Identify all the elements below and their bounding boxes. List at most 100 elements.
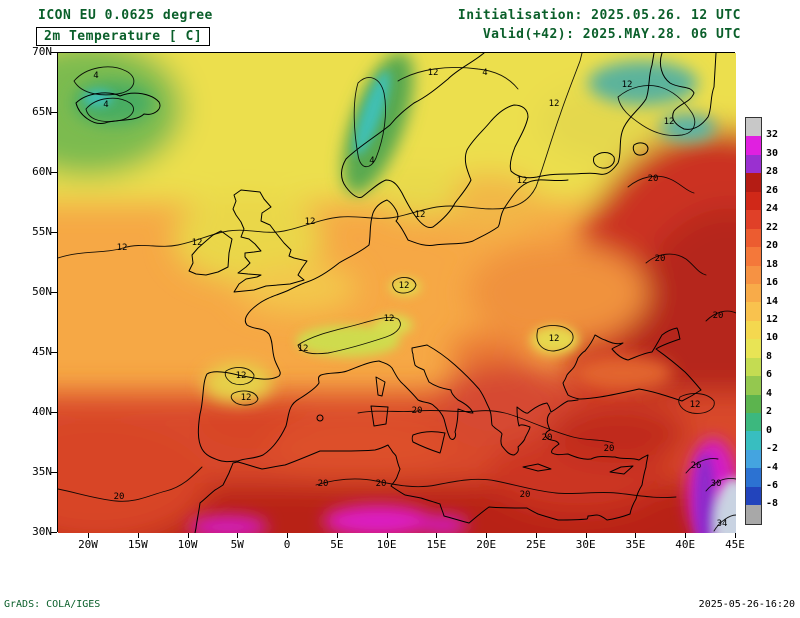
lat-label: 70N [32, 45, 52, 58]
contour-label: 20 [541, 433, 553, 443]
contour-label: 34 [716, 519, 728, 529]
contour-label: 20 [603, 444, 615, 454]
lon-tick [137, 533, 139, 538]
contour-label: 20 [317, 479, 329, 489]
lon-label: 5W [230, 538, 244, 551]
contour-label: 12 [297, 344, 309, 354]
colorbar-segment [746, 505, 761, 524]
temperature-map [58, 53, 736, 533]
lon-tick [685, 533, 687, 538]
lat-label: 65N [32, 105, 52, 118]
lat-label: 35N [32, 465, 52, 478]
colorbar-segment [746, 339, 761, 358]
contour-label: 12 [398, 281, 410, 291]
colorbar [745, 117, 762, 525]
lon-label: 45E [725, 538, 745, 551]
coast-scandinavia [341, 53, 655, 228]
lon-label: 20E [476, 538, 497, 551]
contour-label: 4 [103, 100, 109, 110]
lon-label: 10W [177, 538, 198, 551]
contour-label: 20 [375, 479, 387, 489]
colorbar-segment [746, 431, 761, 450]
colorbar-segment [746, 210, 761, 229]
contour-label: 20 [113, 492, 125, 502]
coastlines [75, 53, 717, 533]
colorbar-label: 12 [766, 313, 779, 325]
contour-label: 12 [548, 334, 560, 344]
lon-label: 15W [127, 538, 148, 551]
colorbar-segment [746, 173, 761, 192]
lat-tick [51, 172, 57, 173]
colorbar-label: 2 [766, 406, 773, 418]
contour-label: 12 [116, 243, 128, 253]
lon-label: 30E [575, 538, 596, 551]
coast-iceland [75, 92, 161, 124]
lon-label: 35E [625, 538, 646, 551]
lat-tick [51, 112, 57, 113]
colorbar-segment [746, 191, 761, 211]
creation-timestamp: 2025-05-26-16:20 [698, 599, 795, 610]
colorbar-segment [746, 154, 761, 174]
colorbar-label: 4 [766, 387, 773, 399]
contour-label: 4 [369, 156, 375, 166]
coast-white-sea [659, 53, 717, 130]
colorbar-segment [746, 357, 761, 377]
contour-label: 4 [482, 68, 488, 78]
contour-label: 12 [304, 217, 316, 227]
contour-label: 20 [411, 406, 423, 416]
colorbar-label: 16 [766, 277, 779, 289]
lat-tick [51, 52, 57, 53]
contour-label: 12 [383, 314, 395, 324]
colorbar-segment [746, 376, 761, 395]
contour-label: 12 [235, 371, 247, 381]
colorbar-segment [746, 228, 761, 248]
colorbar-label: -4 [766, 461, 779, 473]
contour-label: 12 [548, 99, 560, 109]
contour-label: 12 [689, 400, 701, 410]
colorbar-segment [746, 283, 761, 303]
lon-tick [486, 533, 488, 538]
lat-tick [51, 292, 57, 293]
contour-label: 12 [427, 68, 439, 78]
contour-label: 20 [712, 311, 724, 321]
lat-tick [51, 412, 57, 413]
colorbar-segment [746, 265, 761, 284]
lake-onega [632, 142, 649, 156]
lon-label: 10E [376, 538, 397, 551]
colorbar-label: -6 [766, 480, 779, 491]
coast-crete [522, 463, 552, 472]
colorbar-label: 6 [766, 369, 773, 381]
coast-balkans-greece [426, 344, 579, 456]
colorbar-segment [746, 247, 761, 266]
coast-ireland [188, 230, 233, 276]
temperature-contour-lines [58, 53, 736, 532]
colorbar-label: 28 [766, 166, 779, 178]
parameter-title: 2m Temperature [ C] [36, 27, 211, 46]
lon-tick [535, 533, 537, 538]
contour-label: 20 [519, 490, 531, 500]
colorbar-label: 14 [766, 295, 779, 307]
lake-ladoga [593, 152, 615, 169]
colorbar-label: 20 [766, 240, 779, 252]
contour-label: 12 [191, 238, 203, 248]
colorbar-segment [746, 136, 761, 155]
lon-tick [635, 533, 637, 538]
contour-label: 12 [621, 80, 633, 90]
lon-label: 0 [283, 538, 291, 551]
lon-label: 20W [78, 538, 98, 551]
contour-label: 12 [240, 393, 252, 403]
contour-label: 12 [414, 210, 426, 220]
grads-credit: GrADS: COLA/IGES [4, 599, 101, 610]
lon-tick [386, 533, 388, 538]
coast-black-sea [562, 327, 702, 402]
contour-label: 12 [663, 117, 675, 127]
colorbar-segment [746, 468, 761, 487]
lon-tick [436, 533, 438, 538]
colorbar-segment [746, 118, 761, 137]
lat-label: 50N [32, 285, 52, 298]
colorbar-label: 22 [766, 221, 779, 233]
lon-tick [237, 533, 239, 538]
lon-tick [585, 533, 587, 538]
contour-label: 12 [516, 176, 528, 186]
